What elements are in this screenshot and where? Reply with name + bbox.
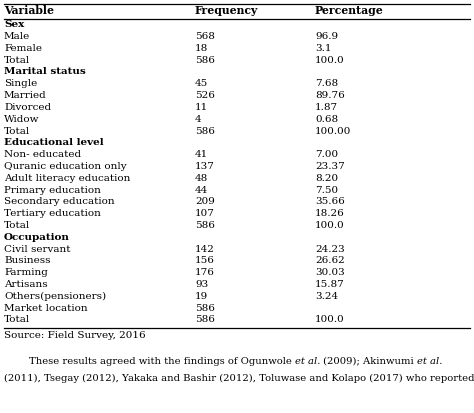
- Text: Total: Total: [4, 126, 30, 135]
- Text: Sex: Sex: [4, 20, 24, 29]
- Text: 568: 568: [195, 32, 215, 41]
- Text: Male: Male: [4, 32, 30, 41]
- Text: Non- educated: Non- educated: [4, 150, 81, 159]
- Text: Widow: Widow: [4, 115, 39, 124]
- Text: Civil servant: Civil servant: [4, 244, 71, 254]
- Text: 100.0: 100.0: [315, 56, 345, 65]
- Text: 23.37: 23.37: [315, 162, 345, 171]
- Text: 137: 137: [195, 162, 215, 171]
- Text: et al.: et al.: [295, 356, 320, 366]
- Text: 1.87: 1.87: [315, 103, 338, 112]
- Text: Others(pensioners): Others(pensioners): [4, 292, 106, 301]
- Text: 3.1: 3.1: [315, 44, 331, 53]
- Text: Percentage: Percentage: [315, 5, 384, 17]
- Text: Source: Field Survey, 2016: Source: Field Survey, 2016: [4, 330, 146, 339]
- Text: Quranic education only: Quranic education only: [4, 162, 127, 171]
- Text: Occupation: Occupation: [4, 233, 70, 242]
- Text: 26.62: 26.62: [315, 256, 345, 265]
- Text: 44: 44: [195, 185, 208, 195]
- Text: 107: 107: [195, 209, 215, 218]
- Text: 586: 586: [195, 315, 215, 324]
- Text: 30.03: 30.03: [315, 268, 345, 277]
- Text: 209: 209: [195, 197, 215, 206]
- Text: 0.68: 0.68: [315, 115, 338, 124]
- Text: Farming: Farming: [4, 268, 48, 277]
- Text: These results agreed with the findings of Ogunwole: These results agreed with the findings o…: [4, 356, 295, 366]
- Text: 7.00: 7.00: [315, 150, 338, 159]
- Text: 96.9: 96.9: [315, 32, 338, 41]
- Text: 100.0: 100.0: [315, 315, 345, 324]
- Text: Total: Total: [4, 221, 30, 230]
- Text: 89.76: 89.76: [315, 91, 345, 100]
- Text: et al.: et al.: [417, 356, 443, 366]
- Text: 8.20: 8.20: [315, 174, 338, 183]
- Text: Primary education: Primary education: [4, 185, 101, 195]
- Text: 41: 41: [195, 150, 208, 159]
- Text: Tertiary education: Tertiary education: [4, 209, 101, 218]
- Text: Educational level: Educational level: [4, 138, 104, 147]
- Text: (2009); Akinwumi: (2009); Akinwumi: [320, 356, 417, 366]
- Text: Adult literacy education: Adult literacy education: [4, 174, 130, 183]
- Text: 19: 19: [195, 292, 208, 301]
- Text: 3.24: 3.24: [315, 292, 338, 301]
- Text: Market location: Market location: [4, 304, 88, 313]
- Text: 142: 142: [195, 244, 215, 254]
- Text: Total: Total: [4, 315, 30, 324]
- Text: 7.68: 7.68: [315, 79, 338, 88]
- Text: 48: 48: [195, 174, 208, 183]
- Text: Variable: Variable: [4, 5, 54, 17]
- Text: 15.87: 15.87: [315, 280, 345, 289]
- Text: 24.23: 24.23: [315, 244, 345, 254]
- Text: 586: 586: [195, 304, 215, 313]
- Text: Secondary education: Secondary education: [4, 197, 115, 206]
- Text: 100.0: 100.0: [315, 221, 345, 230]
- Text: 526: 526: [195, 91, 215, 100]
- Text: 176: 176: [195, 268, 215, 277]
- Text: 35.66: 35.66: [315, 197, 345, 206]
- Text: Married: Married: [4, 91, 47, 100]
- Text: Divorced: Divorced: [4, 103, 51, 112]
- Text: 7.50: 7.50: [315, 185, 338, 195]
- Text: Business: Business: [4, 256, 51, 265]
- Text: 586: 586: [195, 56, 215, 65]
- Text: 586: 586: [195, 126, 215, 135]
- Text: 156: 156: [195, 256, 215, 265]
- Text: 18.26: 18.26: [315, 209, 345, 218]
- Text: 100.00: 100.00: [315, 126, 351, 135]
- Text: 4: 4: [195, 115, 201, 124]
- Text: Total: Total: [4, 56, 30, 65]
- Text: 586: 586: [195, 221, 215, 230]
- Text: Single: Single: [4, 79, 37, 88]
- Text: Artisans: Artisans: [4, 280, 47, 289]
- Text: Frequency: Frequency: [195, 5, 258, 17]
- Text: Marital status: Marital status: [4, 67, 86, 76]
- Text: 45: 45: [195, 79, 208, 88]
- Text: Female: Female: [4, 44, 42, 53]
- Text: 18: 18: [195, 44, 208, 53]
- Text: 93: 93: [195, 280, 208, 289]
- Text: 11: 11: [195, 103, 208, 112]
- Text: (2011), Tsegay (2012), Yakaka and Bashir (2012), Toluwase and Kolapo (2017) who : (2011), Tsegay (2012), Yakaka and Bashir…: [4, 374, 474, 383]
